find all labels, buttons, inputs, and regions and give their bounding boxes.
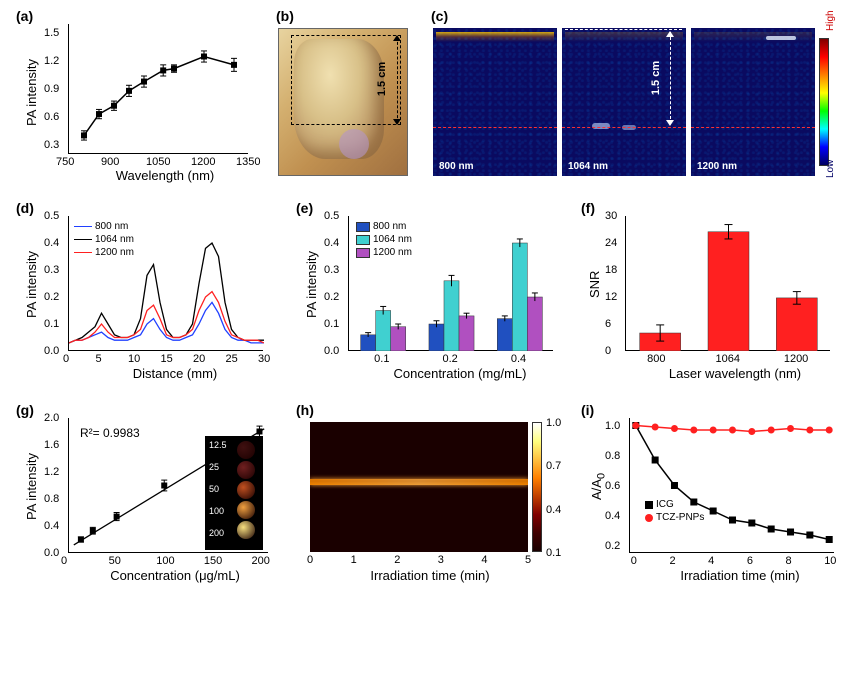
panel-a: (a) PA intensity Wavelength (nm) 7509001… — [10, 6, 260, 191]
ylabel-d: PA intensity — [24, 251, 39, 318]
plot-a — [68, 24, 248, 154]
legend-i-1: TCZ-PNPs — [656, 511, 704, 524]
panel-label-a: (a) — [16, 8, 33, 24]
panel-label-b: (b) — [276, 8, 294, 24]
xlabel-a: Wavelength (nm) — [80, 168, 250, 183]
panel-label-f: (f) — [581, 200, 595, 216]
plot-f — [625, 216, 830, 351]
r2-label: R²= 0.9983 — [80, 426, 140, 440]
xlabel-g: Concentration (μg/mL) — [75, 568, 275, 583]
pa-label-0: 800 nm — [439, 161, 473, 172]
colorbar-h — [532, 422, 542, 552]
chart-a-svg — [69, 24, 249, 154]
legend-d-1: 1064 nm — [95, 233, 134, 246]
panel-f: (f) SNR Laser wavelength (nm) 8001064120… — [575, 198, 843, 393]
ylabel-f: SNR — [587, 271, 602, 298]
ylabel-a: PA intensity — [24, 59, 39, 126]
legend-i-0: ICG — [656, 498, 674, 511]
xlabel-d: Distance (mm) — [95, 366, 255, 381]
panel-h: (h) 1.00.70.40.1 Irradiation time (min) … — [290, 400, 565, 595]
depth-label-c: 1.5 cm — [650, 61, 662, 95]
panel-label-c: (c) — [431, 8, 448, 24]
panel-d: (d) PA intensity Distance (mm) 051015202… — [10, 198, 278, 393]
panel-label-g: (g) — [16, 402, 34, 418]
legend-d-2: 1200 nm — [95, 246, 134, 259]
heatmap-h — [310, 422, 528, 552]
chart-f-svg — [626, 216, 831, 351]
panel-i: (i) A/A0 Irradiation time (min) 02468100… — [575, 400, 843, 595]
panel-b: (b) 1.5 cm — [270, 6, 420, 191]
panel-label-i: (i) — [581, 402, 594, 418]
legend-d-0: 800 nm — [95, 220, 128, 233]
colorbar-c — [819, 38, 829, 166]
legend-e: 800 nm 1064 nm 1200 nm — [356, 220, 412, 259]
panel-label-h: (h) — [296, 402, 314, 418]
panel-label-e: (e) — [296, 200, 313, 216]
chart-i-svg — [630, 418, 835, 553]
panel-g: (g) PA intensity Concentration (μg/mL) 0… — [10, 400, 278, 595]
colorbar-high: High — [825, 10, 836, 31]
inset-g: 12.52550100200 — [205, 436, 263, 550]
pa-image-0: 800 nm — [433, 28, 557, 176]
plot-i — [629, 418, 834, 553]
xlabel-i: Irradiation time (min) — [645, 568, 835, 583]
legend-e-0: 800 nm — [373, 220, 406, 233]
colorbar-low: Low — [825, 160, 836, 178]
depth-label-b: 1.5 cm — [376, 62, 388, 96]
pa-image-1: 1.5 cm 1064 nm — [562, 28, 686, 176]
legend-d: 800 nm 1064 nm 1200 nm — [74, 220, 134, 259]
legend-e-1: 1064 nm — [373, 233, 412, 246]
ylabel-e: PA intensity — [304, 251, 319, 318]
xlabel-h: Irradiation time (min) — [340, 568, 520, 583]
panel-e: (e) PA intensity Concentration (mg/mL) 0… — [290, 198, 565, 393]
pa-label-1: 1064 nm — [568, 161, 608, 172]
pa-label-2: 1200 nm — [697, 161, 737, 172]
xlabel-e: Concentration (mg/mL) — [365, 366, 555, 381]
legend-e-2: 1200 nm — [373, 246, 412, 259]
ylabel-g: PA intensity — [24, 453, 39, 520]
legend-i: ICG TCZ-PNPs — [645, 498, 704, 524]
pa-image-2: 1200 nm — [691, 28, 815, 176]
xlabel-f: Laser wavelength (nm) — [635, 366, 835, 381]
panel-c: (c) 800 nm 1.5 cm 1064 nm 1200 nm High L… — [425, 6, 845, 191]
panel-label-d: (d) — [16, 200, 34, 216]
photo-b: 1.5 cm — [278, 28, 408, 176]
